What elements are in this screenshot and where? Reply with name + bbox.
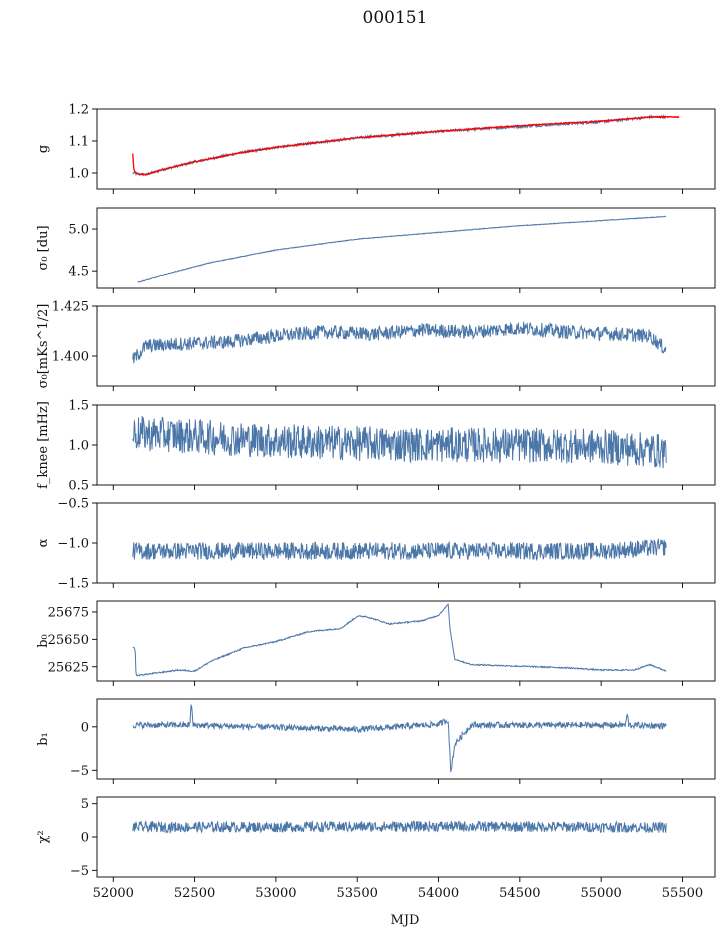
y-axis-label: b₁	[36, 732, 51, 746]
y-tick-label: −1.5	[57, 577, 89, 592]
y-tick-label: −5	[70, 864, 89, 879]
panel-frame	[96, 600, 716, 682]
series-line	[132, 819, 667, 834]
x-tick-label: 55500	[662, 886, 703, 901]
y-axis-label: σ₀[mKs^1/2]	[36, 304, 51, 389]
y-tick-label: 1.5	[68, 399, 89, 414]
panel-frame	[96, 108, 716, 190]
x-axis-label: MJD	[391, 913, 420, 928]
y-tick-label: 0	[81, 720, 89, 735]
series-line	[132, 321, 667, 364]
x-tick-label: 52500	[174, 886, 215, 901]
panel-2: 4.5 5.0 σ₀ [du]	[36, 207, 716, 293]
figure-title: 000151	[363, 8, 428, 28]
x-tick-label: 53500	[337, 886, 378, 901]
panel-frame	[96, 502, 716, 584]
y-axis-label: f_knee [mHz]	[36, 401, 51, 489]
series-line	[137, 215, 667, 283]
series-line	[132, 415, 667, 469]
series-line	[132, 703, 667, 773]
panel-8: −5 0 5 52000 52500 53000 53500 54000 54500 55000 5…	[36, 796, 716, 901]
y-axis-label: g	[36, 145, 51, 153]
series-line	[132, 602, 667, 677]
y-tick-label: 0	[81, 831, 89, 846]
y-tick-label: 5	[81, 797, 89, 812]
y-tick-label: 1.0	[68, 439, 89, 454]
series-line	[132, 538, 667, 562]
panel-frame	[96, 207, 716, 289]
y-axis-label: α	[36, 538, 51, 547]
y-tick-label: 5.0	[68, 223, 89, 238]
y-tick-label: 0.5	[68, 479, 89, 494]
x-tick-label: 54000	[418, 886, 459, 901]
x-tick-label: 52000	[93, 886, 134, 901]
y-axis-label: b₀	[36, 634, 51, 648]
panel-1: 1.0 1.1 1.2 g	[36, 103, 716, 194]
panel-4: 0.5 1.0 1.5 f_knee [mHz]	[36, 399, 716, 494]
series-line-model	[132, 115, 680, 177]
y-axis-label: σ₀ [du]	[36, 225, 51, 270]
panel-frame	[96, 698, 716, 780]
y-tick-label: 1.425	[52, 300, 89, 315]
y-tick-label: 25650	[48, 633, 89, 648]
y-tick-label: 1.400	[52, 350, 89, 365]
panel-7: −5 0 b₁	[36, 698, 716, 784]
y-tick-label: −1.0	[57, 537, 89, 552]
panels: 1.0 1.1 1.2 g 4.5 5.0 σ₀ [du] 1.400 1.425σ₀[mKs^…	[36, 103, 716, 901]
panel-frame	[96, 796, 716, 878]
y-tick-label: 1.2	[68, 103, 89, 118]
y-tick-label: −0.5	[57, 497, 89, 512]
y-tick-label: 4.5	[68, 265, 89, 280]
y-tick-label: 1.0	[68, 167, 89, 182]
y-tick-label: 25625	[48, 660, 89, 675]
y-tick-label: 1.1	[68, 135, 89, 150]
panel-5: −1.5 −1.0 −0.5 α	[36, 497, 716, 592]
x-tick-label: 54500	[499, 886, 540, 901]
x-tick-label: 53000	[255, 886, 296, 901]
y-tick-label: −5	[70, 764, 89, 779]
series-line	[132, 114, 667, 177]
y-axis-label: χ²	[36, 830, 51, 843]
panel-6: 25625 25650 25675 b₀	[36, 600, 716, 686]
x-tick-label: 55000	[580, 886, 621, 901]
panel-frame	[96, 305, 716, 387]
y-tick-label: 25675	[48, 605, 89, 620]
